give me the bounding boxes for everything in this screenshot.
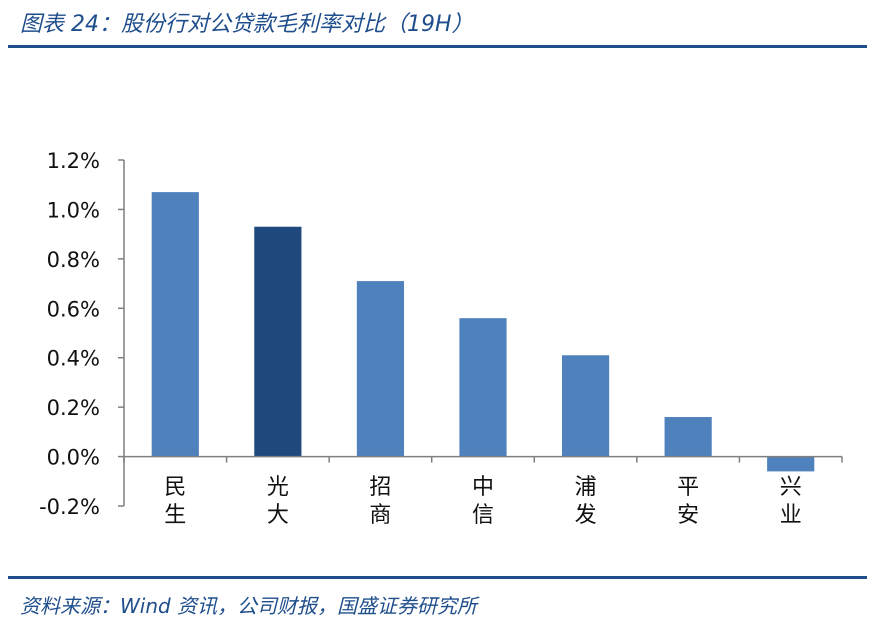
y-tick-label: 0.4% [47,347,100,371]
figure-title: 图表 24：股份行对公贷款毛利率对比（19H） [20,12,474,37]
bars [151,192,815,472]
category-label: 光大 [267,475,289,528]
y-tick-label: 1.0% [47,198,100,222]
y-tick-label: 0.6% [47,297,100,321]
bar-6 [664,417,712,457]
category-label: 浦发 [575,475,597,528]
y-tick-label: 0.0% [47,446,100,470]
source-note: 资料来源：Wind 资讯，公司财报，国盛证券研究所 [20,594,478,618]
category-label: 中信 [472,475,494,528]
y-tick-label: -0.2% [39,495,100,519]
bar-3 [356,281,405,457]
bar-2 [254,226,302,457]
bar-5 [561,355,610,457]
category-label: 兴业 [780,475,802,528]
bar-7 [767,456,815,472]
bar-4 [459,318,507,457]
category-label: 平安 [677,475,699,528]
bar-1 [151,192,199,457]
category-label: 招商 [369,475,391,528]
y-tick-label: 0.2% [47,396,100,420]
y-axis: -0.2% 0.0% 0.2% 0.4% 0.6% 0.8% 1.0% 1.2% [39,149,125,519]
footer-rule [8,576,867,579]
y-tick-label: 1.2% [47,149,100,173]
category-label: 民生 [164,475,186,528]
y-tick-label: 0.8% [47,248,100,272]
header-rule [8,45,867,48]
x-axis: 民生 光大 招商 中信 浦发 平安 兴业 [123,455,843,528]
